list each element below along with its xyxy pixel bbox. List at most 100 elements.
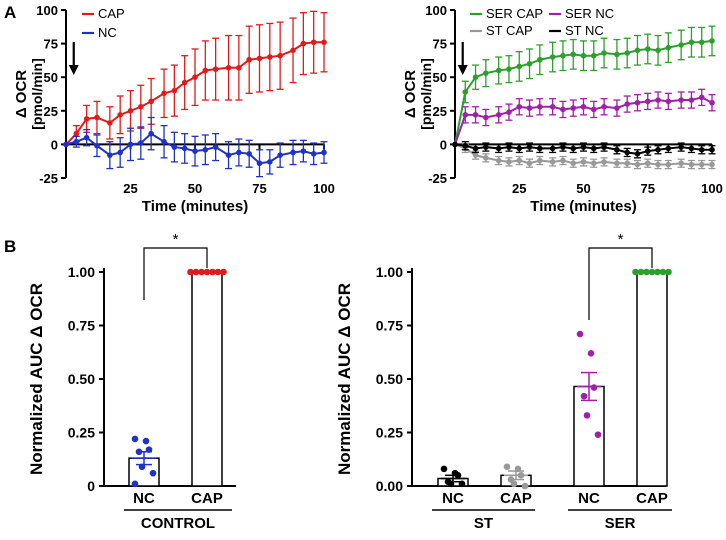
data-point	[472, 152, 479, 158]
data-point	[127, 141, 134, 148]
data-point	[181, 79, 188, 86]
legend-label: ST NC	[565, 23, 604, 38]
x-tick-label: 100	[701, 181, 723, 196]
data-point	[506, 159, 512, 165]
x-tick-label: 50	[576, 181, 590, 196]
data-point	[246, 151, 252, 157]
data-point	[590, 384, 598, 391]
data-point	[198, 268, 205, 276]
data-point	[300, 40, 307, 47]
data-point	[495, 157, 502, 164]
data-point	[688, 161, 695, 168]
x-tick-label: 50	[188, 181, 202, 196]
data-point	[94, 142, 100, 149]
data-point	[580, 392, 588, 400]
data-point	[256, 160, 263, 167]
data-point	[659, 268, 667, 276]
group-label: ST	[474, 515, 493, 532]
data-point	[709, 38, 715, 44]
y-tick-label: 0	[440, 137, 447, 152]
data-point	[462, 89, 469, 95]
y-tick-label: -25	[39, 171, 58, 186]
data-point	[131, 480, 139, 488]
data-point	[560, 144, 566, 150]
data-point	[462, 142, 469, 149]
data-point	[709, 161, 715, 168]
data-point	[560, 106, 566, 113]
data-point	[644, 98, 651, 105]
category-label: NC	[133, 490, 155, 507]
data-point	[590, 160, 597, 167]
line-chart-ser-st: -25 0 25 50 75 100 25 50 75 100 Time (minutes) Δ OC…	[402, 3, 723, 215]
data-point	[580, 52, 587, 59]
significance-marker: *	[173, 231, 179, 248]
x-tick-label: 25	[512, 181, 526, 196]
category-label: CAP	[636, 490, 668, 507]
data-point	[549, 103, 556, 110]
data-point	[665, 145, 672, 152]
data-point	[570, 105, 577, 111]
data-point	[688, 97, 695, 103]
data-point	[267, 159, 273, 165]
data-point	[138, 140, 144, 146]
data-point	[526, 105, 533, 111]
data-point	[202, 67, 209, 74]
group-label: CONTROL	[141, 515, 215, 532]
data-point	[576, 330, 584, 338]
y-tick-label: 25	[44, 104, 58, 119]
data-point	[570, 51, 577, 58]
data-point	[506, 66, 512, 72]
category-label: NC	[442, 490, 464, 507]
data-point	[537, 157, 543, 164]
data-point	[678, 97, 684, 103]
y-tick-label: 100	[36, 3, 58, 18]
data-point	[537, 145, 543, 152]
data-point	[503, 463, 511, 471]
y-tick-label: 0.50	[68, 371, 95, 387]
data-point	[614, 160, 620, 167]
bar	[191, 271, 223, 487]
data-point	[665, 44, 672, 51]
data-point	[537, 56, 543, 63]
data-point	[202, 146, 209, 153]
y-tick-label: 100	[425, 3, 447, 18]
data-point	[192, 148, 198, 154]
x-tick-label: 75	[252, 181, 266, 196]
data-point	[171, 87, 178, 94]
data-point	[214, 268, 222, 276]
data-point	[483, 155, 489, 161]
y-tick-label: 0.75	[376, 318, 403, 334]
data-point	[94, 114, 100, 121]
data-point	[709, 146, 715, 153]
data-point	[138, 103, 144, 110]
y-tick-label: 0.50	[376, 371, 403, 387]
line-chart-control: -25 0 25 50 75 100 25 50 75 100 Time (minutes) Δ OC…	[13, 3, 335, 215]
y-tick-label: 1.00	[376, 264, 403, 280]
data-point	[678, 144, 684, 150]
data-point	[171, 144, 178, 150]
data-point	[495, 145, 502, 152]
y-axis-label: Normalized AUC Δ OCR	[27, 283, 46, 475]
data-point	[310, 151, 317, 157]
data-point	[688, 145, 695, 152]
data-point	[131, 435, 139, 443]
data-point	[510, 480, 518, 488]
data-point	[192, 268, 200, 276]
y-axis-label-line1: Δ OCR	[402, 70, 419, 118]
data-point	[654, 268, 661, 276]
data-point	[246, 56, 252, 63]
bar	[636, 271, 668, 487]
legend-label: SER CAP	[486, 6, 543, 21]
data-point	[212, 66, 219, 72]
data-point	[63, 141, 69, 148]
significance-bracket	[588, 247, 653, 320]
data-point	[161, 138, 167, 145]
data-point	[590, 52, 597, 59]
y-tick-label: 0.00	[376, 478, 403, 494]
panel-label-b: B	[4, 237, 16, 256]
data-point	[135, 448, 143, 456]
data-point	[212, 144, 219, 150]
data-point	[187, 268, 194, 276]
data-point	[145, 446, 153, 453]
data-point	[709, 99, 715, 106]
